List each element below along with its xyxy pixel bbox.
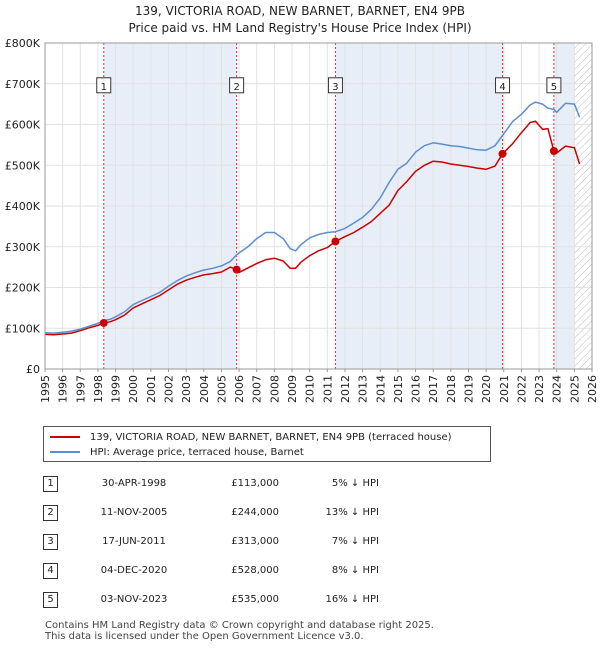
x-tick-label: 1995 (39, 375, 52, 403)
x-tick-label: 2006 (233, 375, 246, 403)
y-tick-label: £300K (5, 241, 41, 254)
x-tick-label: 2015 (392, 375, 405, 403)
x-tick-label: 2012 (339, 375, 352, 403)
x-tick-label: 2000 (127, 375, 140, 403)
sale-date: 30-APR-1998 (101, 478, 167, 489)
chart-legend: 139, VICTORIA ROAD, NEW BARNET, BARNET, … (43, 426, 491, 462)
sale-point-4 (498, 149, 507, 158)
y-tick-label: £0 (26, 363, 40, 376)
x-tick-label: 2017 (427, 375, 440, 403)
x-tick-label: 2024 (551, 375, 564, 403)
sale-price: £244,000 (231, 507, 279, 518)
sale-marker-box-2 (229, 77, 245, 94)
y-tick-label: £200K (5, 282, 41, 295)
legend-item-hpi: HPI: Average price, terraced house, Barn… (50, 445, 304, 459)
x-tick-label: 2020 (480, 375, 493, 403)
y-tick-label: £700K (5, 78, 41, 91)
x-tick-label: 2021 (498, 375, 511, 403)
x-tick-label: 2009 (286, 375, 299, 403)
x-tick-label: 2019 (462, 375, 475, 403)
sale-point-1 (99, 318, 108, 327)
x-tick-label: 2008 (268, 375, 281, 403)
footer: Contains HM Land Registry data © Crown c… (45, 620, 434, 642)
x-tick-label: 1999 (110, 375, 123, 403)
sale-price: £313,000 (231, 536, 279, 547)
sale-marker-label-2: 2 (233, 82, 239, 93)
x-tick-label: 2005 (215, 375, 228, 403)
footer-licence: This data is licensed under the Open Gov… (45, 631, 364, 642)
x-tick-label: 2014 (374, 375, 387, 403)
sale-point-2 (232, 265, 241, 274)
chart-title: 139, VICTORIA ROAD, NEW BARNET, BARNET, … (135, 4, 465, 18)
sale-hpi-diff: 8% ↓ HPI (331, 565, 379, 576)
sale-row-1: 1 30-APR-1998 £113,000 5% ↓ HPI (43, 469, 379, 498)
legend-swatch-price-paid (50, 436, 80, 438)
x-tick-label: 2023 (533, 375, 546, 403)
sale-num-badge: 2 (43, 504, 58, 521)
footer-copyright: Contains HM Land Registry data © Crown c… (45, 620, 434, 631)
sale-row-3: 3 17-JUN-2011 £313,000 7% ↓ HPI (43, 527, 379, 556)
legend-item-price-paid: 139, VICTORIA ROAD, NEW BARNET, BARNET, … (50, 430, 452, 444)
x-tick-label: 2026 (586, 375, 599, 403)
sale-date: 17-JUN-2011 (102, 536, 166, 547)
x-tick-label: 1996 (57, 375, 70, 403)
sale-marker-label-3: 3 (332, 82, 338, 93)
sale-point-5 (549, 146, 558, 155)
y-tick-label: £100K (5, 322, 41, 335)
sale-marker-label-5: 5 (551, 82, 557, 93)
legend-label-hpi: HPI: Average price, terraced house, Barn… (90, 446, 304, 458)
x-tick-label: 2018 (445, 375, 458, 403)
sale-marker-box-3 (327, 77, 343, 94)
sale-hpi-diff: 16% ↓ HPI (325, 594, 379, 605)
sale-marker-box-5 (546, 77, 562, 94)
x-tick-label: 2011 (321, 375, 334, 403)
price-chart: 1 2 3 4 5 £0 £100K £200K £300K £400K £500K £600K £70… (5, 37, 599, 403)
chart-subtitle: Price paid vs. HM Land Registry's House … (128, 21, 472, 35)
x-tick-label: 2016 (410, 375, 423, 403)
x-tick-label: 2003 (180, 375, 193, 403)
sale-row-4: 4 04-DEC-2020 £528,000 8% ↓ HPI (43, 556, 379, 585)
x-tick-label: 2025 (568, 375, 581, 403)
y-tick-label: £800K (5, 37, 41, 50)
x-tick-label: 2004 (198, 375, 211, 403)
sale-num-badge: 4 (43, 562, 58, 579)
y-tick-label: £400K (5, 200, 41, 213)
sale-price: £528,000 (231, 565, 279, 576)
sale-hpi-diff: 13% ↓ HPI (325, 507, 379, 518)
sale-row-5: 5 03-NOV-2023 £535,000 16% ↓ HPI (43, 585, 379, 614)
x-tick-label: 2007 (251, 375, 264, 403)
plot-border (44, 42, 593, 370)
legend-label-price-paid: 139, VICTORIA ROAD, NEW BARNET, BARNET, … (90, 431, 452, 443)
x-tick-label: 1998 (92, 375, 105, 403)
y-tick-label: £600K (5, 119, 41, 132)
x-tick-label: 2022 (515, 375, 528, 403)
x-tick-label: 2002 (163, 375, 176, 403)
sales-table: 1 30-APR-1998 £113,000 5% ↓ HPI 2 11-NOV-2005… (43, 469, 379, 614)
sale-num-badge: 3 (43, 533, 58, 550)
legend-swatch-hpi (50, 451, 80, 453)
sale-date: 03-NOV-2023 (100, 594, 168, 605)
x-tick-label: 1997 (74, 375, 87, 403)
y-tick-label: £500K (5, 159, 41, 172)
sale-point-3 (331, 237, 340, 246)
series-line-hpi (44, 101, 581, 334)
sale-marker-label-4: 4 (499, 82, 505, 93)
sale-hpi-diff: 7% ↓ HPI (331, 536, 379, 547)
sale-marker-label-1: 1 (101, 82, 107, 93)
sale-num-badge: 1 (43, 475, 58, 492)
x-tick-label: 2010 (304, 375, 317, 403)
x-tick-label: 2013 (357, 375, 370, 403)
sale-price: £113,000 (231, 478, 279, 489)
x-tick-label: 2001 (145, 375, 158, 403)
sale-marker-box-1 (96, 77, 112, 94)
sale-row-2: 2 11-NOV-2005 £244,000 13% ↓ HPI (43, 498, 379, 527)
sale-marker-box-4 (495, 77, 511, 94)
sale-price: £535,000 (231, 594, 279, 605)
sale-date: 04-DEC-2020 (100, 565, 168, 576)
sale-hpi-diff: 5% ↓ HPI (331, 478, 379, 489)
sale-date: 11-NOV-2005 (100, 507, 168, 518)
sale-num-badge: 5 (43, 591, 58, 608)
